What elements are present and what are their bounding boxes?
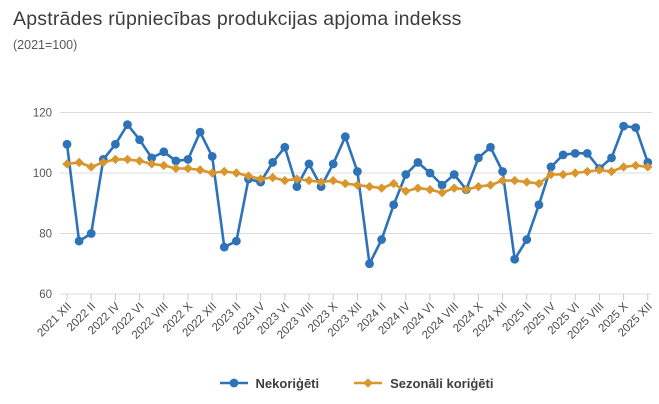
svg-text:60: 60 bbox=[39, 289, 52, 301]
svg-text:100: 100 bbox=[33, 168, 52, 180]
line-circle-marker-icon bbox=[219, 378, 248, 388]
legend-label: Sezonāli koriģēti bbox=[390, 375, 494, 391]
svg-text:120: 120 bbox=[33, 108, 52, 120]
legend-label: Nekoriģēti bbox=[255, 375, 320, 391]
line-diamond-marker-icon bbox=[354, 378, 383, 388]
legend-item-sezonali-korigeti[interactable]: Sezonāli koriģēti bbox=[353, 376, 493, 391]
legend-item-nekorigeti[interactable]: Nekoriģēti bbox=[219, 375, 320, 391]
svg-text:2021 XII: 2021 XII bbox=[35, 301, 74, 340]
chart-header: Apstrādes rūpniecības produkcijas apjoma… bbox=[13, 6, 462, 52]
chart-legend: Nekoriģēti Sezonāli koriģēti bbox=[60, 370, 652, 396]
svg-text:80: 80 bbox=[39, 229, 52, 241]
chart-title: Apstrādes rūpniecības produkcijas apjoma… bbox=[13, 8, 462, 30]
chart-subtitle: (2021=100) bbox=[13, 38, 78, 52]
